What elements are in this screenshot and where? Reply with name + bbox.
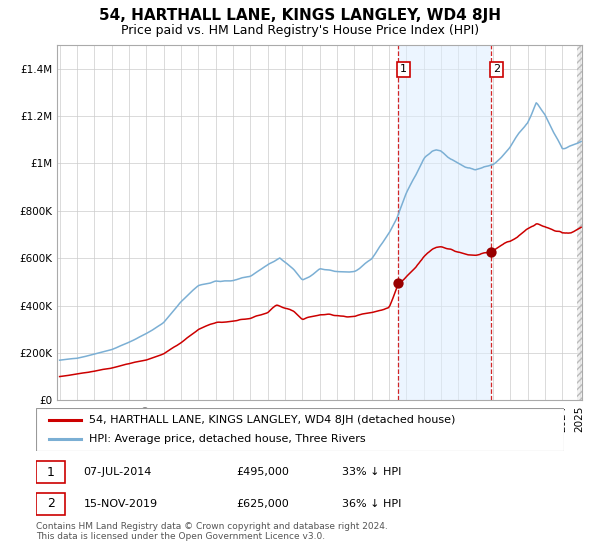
Text: 2: 2 xyxy=(493,64,500,74)
Text: 1: 1 xyxy=(47,466,55,479)
Bar xyxy=(36,493,65,515)
Text: 54, HARTHALL LANE, KINGS LANGLEY, WD4 8JH (detached house): 54, HARTHALL LANE, KINGS LANGLEY, WD4 8J… xyxy=(89,415,455,424)
Point xyxy=(486,248,496,256)
Text: £625,000: £625,000 xyxy=(236,498,289,508)
Text: £495,000: £495,000 xyxy=(236,467,290,477)
Bar xyxy=(36,461,65,483)
Bar xyxy=(577,45,583,400)
Bar xyxy=(398,45,491,400)
Text: 07-JUL-2014: 07-JUL-2014 xyxy=(83,467,152,477)
Text: Contains HM Land Registry data © Crown copyright and database right 2024.
This d: Contains HM Land Registry data © Crown c… xyxy=(36,522,388,542)
Text: 15-NOV-2019: 15-NOV-2019 xyxy=(83,498,158,508)
Text: 36% ↓ HPI: 36% ↓ HPI xyxy=(342,498,401,508)
Text: 1: 1 xyxy=(400,64,407,74)
Text: HPI: Average price, detached house, Three Rivers: HPI: Average price, detached house, Thre… xyxy=(89,435,365,444)
Text: 2: 2 xyxy=(47,497,55,510)
Bar xyxy=(577,45,583,400)
Point xyxy=(393,278,403,287)
Text: 54, HARTHALL LANE, KINGS LANGLEY, WD4 8JH: 54, HARTHALL LANE, KINGS LANGLEY, WD4 8J… xyxy=(99,8,501,24)
Text: 33% ↓ HPI: 33% ↓ HPI xyxy=(342,467,401,477)
Text: Price paid vs. HM Land Registry's House Price Index (HPI): Price paid vs. HM Land Registry's House … xyxy=(121,24,479,37)
